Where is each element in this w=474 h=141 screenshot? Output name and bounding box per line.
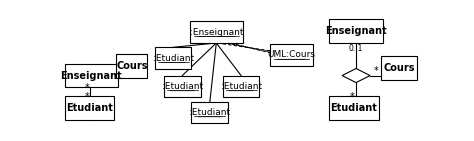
FancyBboxPatch shape <box>155 47 191 69</box>
Text: Etudiant: Etudiant <box>330 103 377 113</box>
Text: Cours: Cours <box>383 63 415 73</box>
FancyBboxPatch shape <box>65 96 114 120</box>
Polygon shape <box>342 69 370 83</box>
Text: 0..1: 0..1 <box>349 44 363 53</box>
Text: :Etudiant: :Etudiant <box>220 82 262 91</box>
Text: *: * <box>374 66 378 76</box>
FancyBboxPatch shape <box>223 76 259 97</box>
Text: Enseignant: Enseignant <box>325 26 387 36</box>
FancyBboxPatch shape <box>190 21 243 43</box>
Text: :Etudiant: :Etudiant <box>189 108 230 117</box>
FancyBboxPatch shape <box>65 64 118 87</box>
Text: :Etudiant: :Etudiant <box>153 54 194 63</box>
Text: Enseignant: Enseignant <box>61 70 122 81</box>
FancyBboxPatch shape <box>271 44 313 66</box>
Text: Etudiant: Etudiant <box>66 103 113 113</box>
FancyBboxPatch shape <box>191 102 228 123</box>
FancyBboxPatch shape <box>381 56 418 80</box>
Text: *: * <box>85 83 90 93</box>
FancyBboxPatch shape <box>329 96 379 120</box>
Text: :Etudiant: :Etudiant <box>162 82 203 91</box>
Text: *: * <box>350 92 355 102</box>
FancyBboxPatch shape <box>329 19 383 43</box>
Text: :Enseignant: :Enseignant <box>190 28 243 37</box>
FancyBboxPatch shape <box>164 76 201 97</box>
Text: Cours: Cours <box>116 61 147 71</box>
Text: *: * <box>85 92 90 102</box>
FancyBboxPatch shape <box>116 54 147 78</box>
Text: UML:Cours: UML:Cours <box>268 50 316 59</box>
